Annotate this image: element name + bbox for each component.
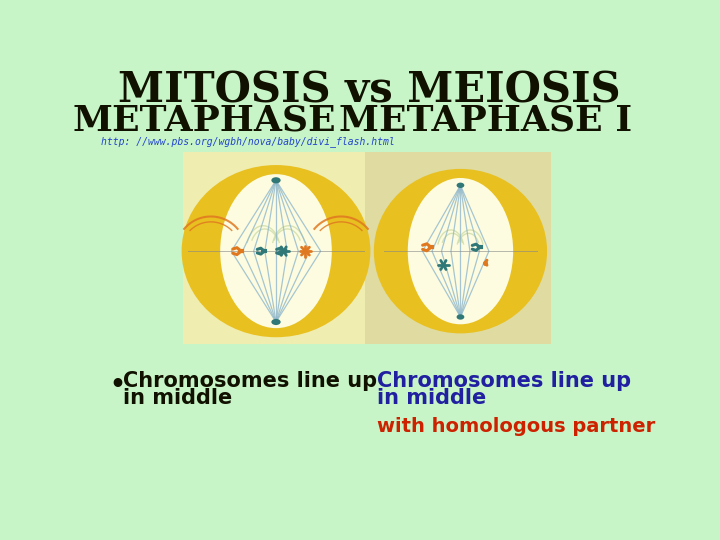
Ellipse shape [473, 211, 533, 292]
Text: in middle: in middle [377, 388, 486, 408]
Ellipse shape [287, 205, 366, 298]
Bar [365, 152, 551, 345]
Text: with homologous partner: with homologous partner [377, 417, 655, 436]
Ellipse shape [456, 314, 464, 320]
Ellipse shape [271, 319, 281, 325]
Ellipse shape [408, 178, 513, 325]
Text: METAPHASE I: METAPHASE I [338, 103, 632, 137]
Text: METAPHASE: METAPHASE [73, 103, 336, 137]
Text: Chromosomes line up: Chromosomes line up [122, 372, 377, 392]
Ellipse shape [271, 177, 281, 184]
Bar [183, 152, 369, 345]
Ellipse shape [220, 174, 332, 328]
Ellipse shape [388, 211, 448, 292]
Ellipse shape [185, 205, 264, 298]
Text: MITOSIS vs MEIOSIS: MITOSIS vs MEIOSIS [117, 70, 621, 112]
Text: Chromosomes line up: Chromosomes line up [377, 372, 631, 392]
Text: •: • [109, 373, 125, 397]
Ellipse shape [183, 166, 369, 336]
Text: in middle: in middle [122, 388, 232, 408]
Ellipse shape [375, 170, 546, 332]
Text: http: //www.pbs.org/wgbh/nova/baby/divi_flash.html: http: //www.pbs.org/wgbh/nova/baby/divi_… [101, 136, 395, 147]
Ellipse shape [456, 183, 464, 188]
